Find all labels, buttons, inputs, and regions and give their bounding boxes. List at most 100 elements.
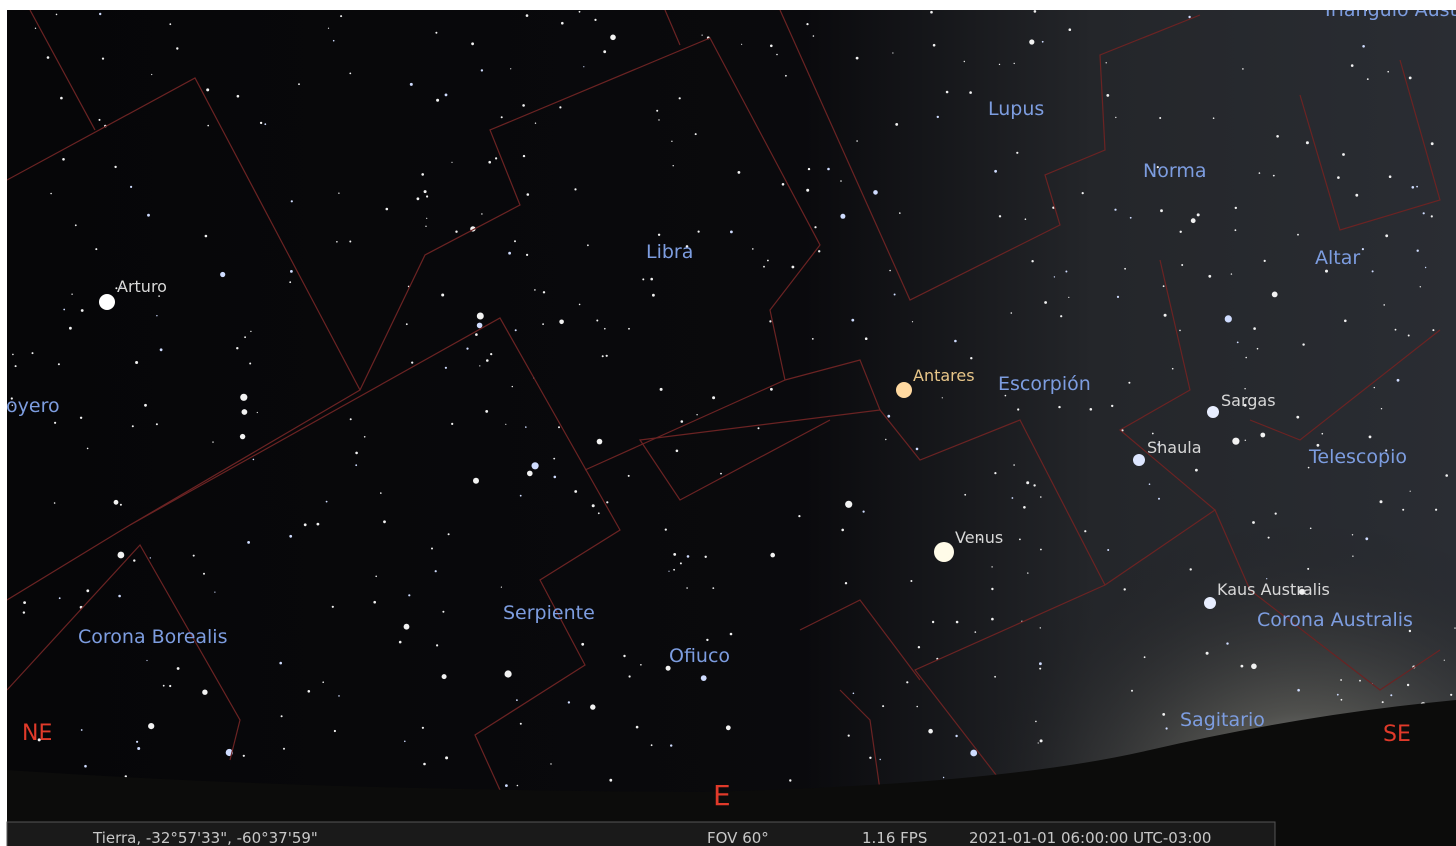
star-dot [1130, 217, 1132, 219]
star-dot [205, 235, 208, 238]
star-dot [355, 464, 357, 466]
star-dot [813, 35, 815, 37]
star-dot [532, 462, 539, 469]
star-dot [1019, 539, 1021, 541]
star-dot [1191, 218, 1196, 223]
star-dot [845, 501, 852, 508]
star-dot [671, 141, 672, 142]
star-dot [1225, 315, 1232, 322]
star-dot [559, 106, 561, 108]
star-dot [670, 744, 672, 746]
star-dot [1031, 260, 1033, 262]
star-dot [769, 320, 771, 322]
star-dot [289, 281, 291, 283]
star-dot [242, 409, 248, 415]
star-dot [260, 122, 262, 124]
star-dot [59, 597, 61, 599]
star-dot [355, 452, 358, 455]
star-dot [380, 492, 382, 494]
star-dot [792, 266, 795, 269]
star-dot [250, 331, 251, 332]
star-dot [999, 64, 1000, 65]
star-dot [476, 480, 478, 482]
star-dot [132, 425, 134, 427]
star-dot [481, 213, 482, 214]
star-dot [894, 294, 896, 296]
star-dot [991, 588, 993, 590]
star-dot [408, 594, 410, 596]
star-dot [1372, 270, 1374, 272]
star-dot [650, 278, 653, 281]
star-dot [1190, 568, 1192, 570]
star-dot [561, 22, 564, 25]
star-dot [63, 309, 65, 311]
star-dot [738, 171, 741, 174]
star-dot [928, 729, 933, 734]
star-dot [1410, 491, 1411, 492]
star-dot [1124, 268, 1126, 270]
star-dot [698, 231, 700, 233]
star-dot [236, 347, 238, 349]
star-dot [481, 69, 483, 71]
star-dot [752, 248, 754, 250]
star-dot [54, 422, 56, 424]
star-dot [1397, 379, 1400, 382]
star-dot [1005, 395, 1007, 397]
star-dot [770, 553, 775, 558]
star-dot [1244, 388, 1245, 389]
sky: Triangulo Austral Lupus Norma Libra Alta… [0, 0, 1456, 846]
star-dot [741, 44, 742, 45]
star-dot [916, 706, 918, 708]
star-dot [668, 571, 669, 572]
star-dot [652, 294, 655, 297]
star-dot [1017, 408, 1019, 410]
star-dot [144, 404, 147, 407]
star-dot [349, 73, 351, 75]
star-dot [1011, 312, 1013, 314]
star-dot [1296, 416, 1299, 419]
star-dot [687, 555, 690, 558]
star-dot [955, 735, 957, 737]
star-label: Sargas [1221, 391, 1276, 410]
star-dot [1090, 408, 1093, 411]
star-dot [479, 365, 480, 366]
star-dot [964, 61, 965, 62]
star-dot [147, 214, 150, 217]
star-dot [71, 294, 72, 295]
star-dot [1133, 454, 1145, 466]
star-dot [62, 158, 65, 161]
star-dot [994, 472, 996, 474]
star-dot [970, 357, 972, 359]
star-dot [160, 348, 163, 351]
star-dot [137, 747, 140, 750]
star-dot [364, 436, 366, 438]
star-dot [865, 337, 868, 340]
star-dot [475, 333, 478, 336]
star-dot [767, 260, 769, 262]
constellation-label: Boyero [0, 395, 60, 417]
star-dot [23, 601, 26, 604]
star-dot [701, 675, 707, 681]
star-dot [1040, 739, 1043, 742]
star-dot [1207, 406, 1219, 418]
star-dot [1237, 342, 1239, 344]
star-dot [814, 226, 816, 228]
star-dot [410, 83, 413, 86]
star-dot [640, 664, 642, 666]
star-dot [424, 190, 427, 193]
star-dot [1297, 234, 1299, 236]
star-dot [1188, 16, 1190, 18]
star-dot [1251, 664, 1257, 670]
star-dot [1180, 231, 1182, 233]
star-dot [889, 270, 891, 272]
star-dot [326, 501, 328, 503]
star-dot [598, 512, 600, 514]
cardinal-label: SE [1383, 722, 1411, 747]
star-dot [1226, 642, 1228, 644]
star-dot [658, 119, 659, 120]
star-dot [1131, 690, 1133, 692]
star-dot [249, 363, 251, 365]
star-dot [827, 168, 830, 171]
star-dot [1166, 727, 1168, 729]
star-dot [933, 44, 936, 47]
